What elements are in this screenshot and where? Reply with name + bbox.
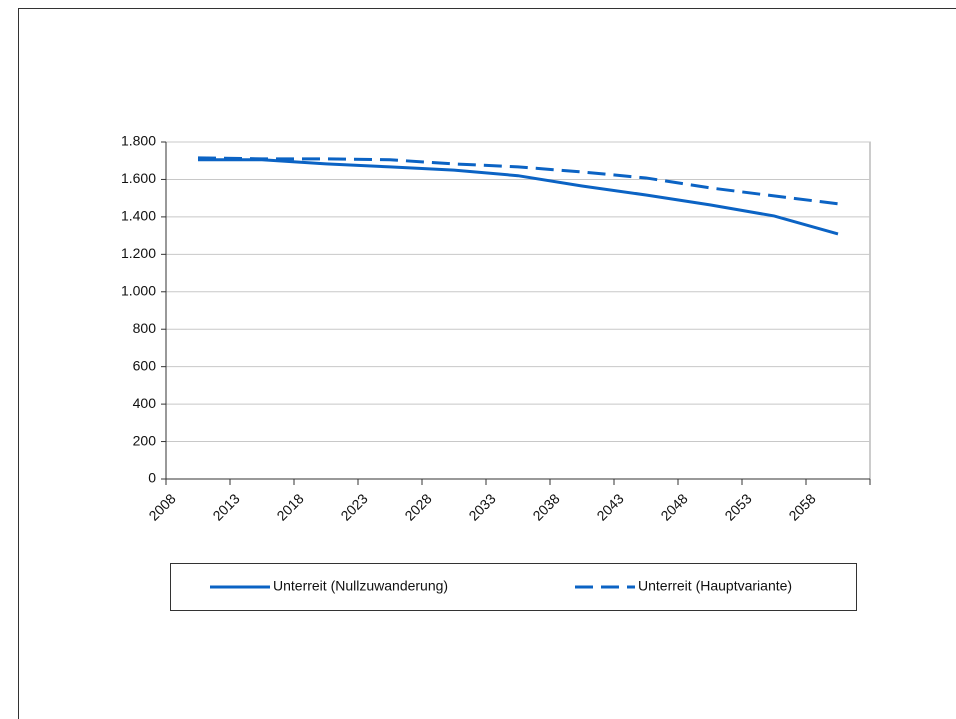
y-tick-label: 800 [133,320,157,336]
chart-frame [18,8,956,719]
y-tick-label: 0 [148,470,156,486]
y-tick-label: 200 [133,432,157,448]
x-tick-label: 2033 [465,490,498,523]
x-tick-label: 2013 [209,490,242,523]
x-tick-label: 2038 [529,490,562,523]
y-tick-label: 1.000 [121,282,156,298]
legend-box [170,563,857,611]
y-tick-label: 1.800 [121,133,156,149]
x-tick-label: 2053 [721,490,754,523]
x-tick-label: 2023 [337,490,370,523]
y-tick-label: 600 [133,357,157,373]
x-tick-label: 2018 [273,490,306,523]
series-line [198,158,839,236]
series-line [197,156,839,206]
x-tick-label: 2043 [593,490,626,523]
y-tick-label: 1.400 [121,208,156,224]
y-tick-label: 1.200 [121,245,156,261]
x-tick-label: 2028 [401,490,434,523]
x-tick-label: 2008 [145,490,178,523]
y-tick-label: 400 [133,395,157,411]
y-tick-label: 1.600 [121,170,156,186]
plot-area [165,141,871,480]
x-tick-label: 2058 [785,490,818,523]
legend-label: Unterreit (Hauptvariante) [638,578,792,594]
legend-label: Unterreit (Nullzuwanderung) [273,578,448,594]
x-tick-label: 2048 [657,490,690,523]
